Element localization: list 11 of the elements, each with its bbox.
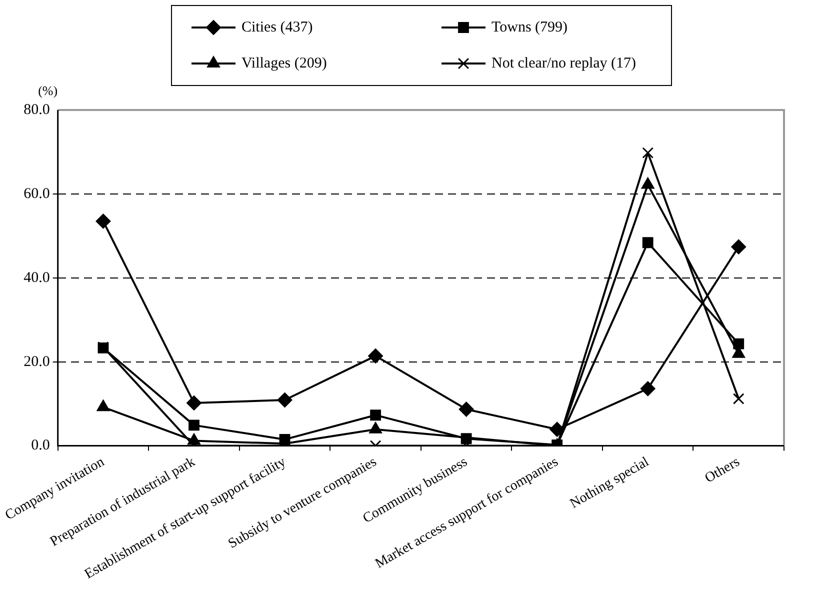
y-tick-label: 20.0 bbox=[24, 354, 50, 370]
y-tick-label: 0.0 bbox=[31, 438, 50, 454]
y-tick-label: 80.0 bbox=[24, 102, 50, 118]
y-tick-label: 60.0 bbox=[24, 186, 50, 202]
x-tick-label: Others bbox=[702, 454, 742, 486]
legend-label: Villages (209) bbox=[242, 55, 327, 72]
legend-label: Not clear/no replay (17) bbox=[492, 55, 636, 72]
legend-label: Towns (799) bbox=[492, 19, 568, 36]
legend-label: Cities (437) bbox=[242, 19, 313, 36]
y-axis-title: (%) bbox=[38, 82, 58, 98]
y-tick-label: 40.0 bbox=[24, 270, 50, 286]
